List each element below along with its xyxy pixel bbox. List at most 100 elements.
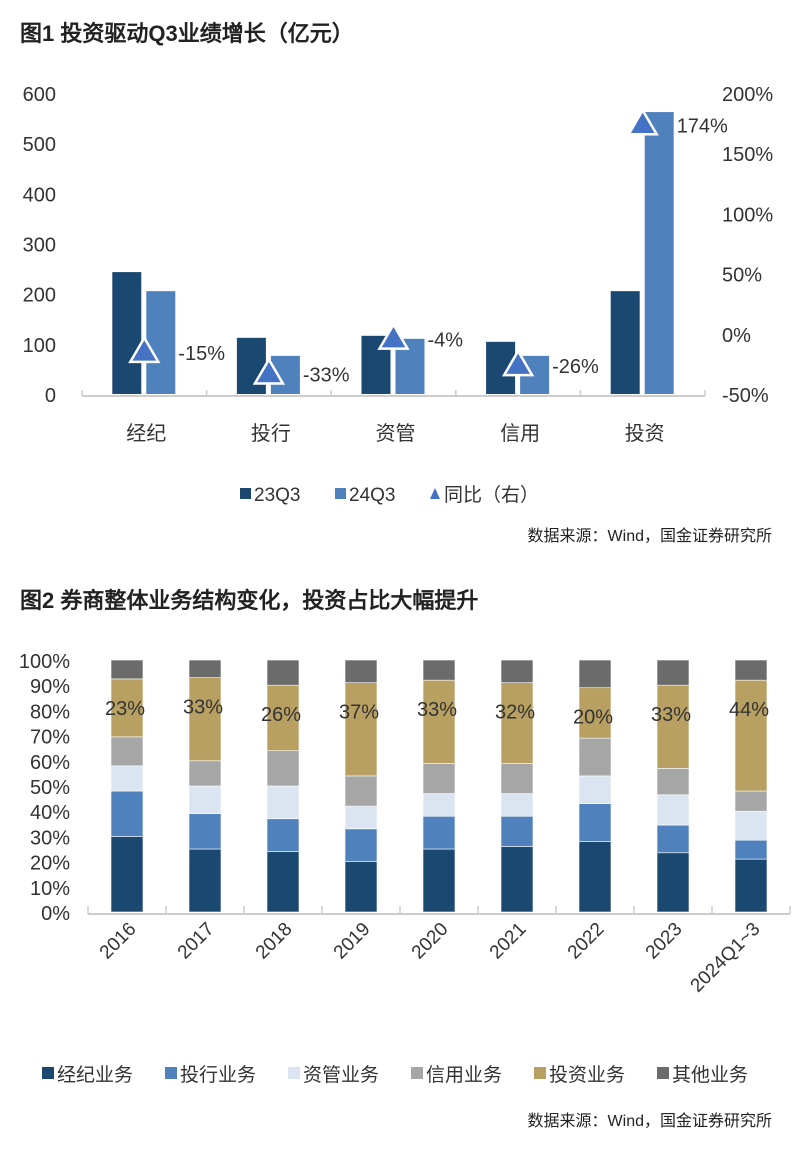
chart1-title: 图1 投资驱动Q3业绩增长（亿元）: [20, 21, 354, 46]
stacked-bar-资管业务: [578, 775, 612, 804]
legend-swatch: [411, 1067, 423, 1079]
chart2-title: 图2 券商整体业务结构变化，投资占比大幅提升: [20, 588, 479, 613]
stacked-bar-资管业务: [344, 805, 378, 830]
yoy-triangle-marker: [128, 335, 161, 364]
stacked-bar-经纪业务: [578, 841, 612, 913]
stacked-bar-投资业务: [578, 687, 612, 739]
stacked-bar-信用业务: [578, 737, 612, 777]
bar-24Q3: [146, 291, 176, 394]
stacked-bar-投行业务: [578, 803, 612, 842]
legend-label: 23Q3: [254, 485, 300, 506]
stacked-bar-投资业务: [500, 682, 534, 764]
legend-label: 同比（右）: [444, 484, 539, 506]
x-tick-label: 2016: [96, 919, 141, 964]
stacked-bar-资管业务: [422, 793, 456, 817]
y-tick-label: 50%: [30, 777, 70, 799]
y-tick-label: 300: [23, 235, 56, 257]
investment-share-label: 20%: [573, 707, 613, 729]
x-tick-label: 2020: [408, 919, 453, 964]
stacked-bar-投资业务: [422, 679, 456, 764]
stacked-bar-其他业务: [344, 659, 378, 683]
y-tick-label: 90%: [30, 676, 70, 698]
stacked-bar-资管业务: [734, 810, 768, 841]
stacked-bar-信用业务: [656, 768, 690, 796]
y-tick-label: 600: [23, 84, 56, 106]
y-tick-label: 0%: [41, 903, 70, 925]
yoy-data-label: -33%: [303, 365, 350, 387]
stacked-bar-资管业务: [500, 793, 534, 817]
stacked-bar-信用业务: [500, 763, 534, 794]
stacked-bar-其他业务: [734, 659, 768, 681]
stacked-bar-投行业务: [188, 813, 222, 850]
legend-swatch: [335, 488, 346, 499]
stacked-bar-投资业务: [344, 682, 378, 777]
yoy-triangle-marker: [252, 357, 286, 385]
y-tick-label: 200: [23, 285, 56, 307]
yoy-data-label: 174%: [677, 115, 728, 137]
chart2-source: 数据来源：Wind，国金证券研究所: [527, 1113, 772, 1130]
stacked-bar-信用业务: [188, 760, 222, 787]
y-tick-label: 30%: [30, 827, 70, 849]
investment-share-label: 33%: [417, 699, 457, 721]
stacked-bar-投资业务: [266, 684, 300, 752]
stacked-bar-其他业务: [422, 659, 456, 681]
legend-triangle-icon: [430, 488, 440, 499]
y-tick-label: 60%: [30, 752, 70, 774]
investment-share-label: 44%: [729, 699, 769, 721]
y-tick-label: 100: [23, 335, 56, 357]
y-tick-label: 10%: [30, 878, 70, 900]
stacked-bar-投行业务: [734, 839, 768, 860]
stacked-bar-信用业务: [422, 763, 456, 794]
legend-label: 24Q3: [349, 485, 395, 506]
chart1: 0 100 200 300 400 500 600 -50% 0% 50% 100% 150% 200%…: [23, 84, 774, 506]
stacked-bar-投行业务: [344, 828, 378, 862]
stacked-bar-其他业务: [500, 659, 534, 683]
stacked-bar-投行业务: [500, 815, 534, 847]
stacked-bar-资管业务: [656, 794, 690, 826]
x-tick-label: 经纪: [126, 422, 166, 445]
stacked-bar-投行业务: [110, 790, 144, 837]
investment-share-label: 33%: [651, 704, 691, 726]
stacked-bar-其他业务: [578, 659, 612, 689]
legend-label: 投资业务: [549, 1064, 625, 1086]
y-tick-label: 70%: [30, 727, 70, 749]
y2-tick-label: 200%: [722, 84, 773, 106]
legend-label: 其他业务: [672, 1064, 748, 1086]
yoy-triangle-marker: [377, 322, 410, 350]
x-tick-label: 2018: [252, 919, 297, 964]
bar-23Q3: [610, 291, 640, 394]
stacked-bar-其他业务: [266, 659, 300, 686]
bar-24Q3: [644, 112, 674, 395]
investment-share-label: 23%: [105, 698, 145, 720]
y2-tick-label: 150%: [722, 144, 773, 166]
legend-swatch: [288, 1067, 300, 1079]
yoy-triangle-marker: [626, 107, 659, 136]
investment-share-label: 37%: [339, 702, 379, 724]
y2-tick-label: 100%: [722, 204, 773, 226]
x-tick-label: 2024Q1~3: [687, 919, 765, 997]
stacked-bar-经纪业务: [110, 836, 144, 913]
stacked-bar-经纪业务: [500, 846, 534, 913]
bar-23Q3: [112, 272, 142, 394]
yoy-data-label: -4%: [428, 330, 464, 352]
y2-tick-label: 0%: [722, 325, 751, 347]
legend-swatch: [240, 488, 251, 499]
x-tick-label: 投行: [251, 422, 291, 445]
stacked-bar-其他业务: [188, 659, 222, 678]
stacked-bar-投行业务: [266, 818, 300, 852]
stacked-bar-资管业务: [110, 765, 144, 792]
y-tick-label: 40%: [30, 802, 70, 824]
legend-label: 资管业务: [303, 1064, 379, 1086]
x-tick-label: 资管: [376, 422, 416, 445]
x-tick-label: 信用: [500, 422, 540, 445]
yoy-triangle-marker: [501, 348, 535, 377]
stacked-bar-投资业务: [734, 679, 768, 792]
stacked-bar-资管业务: [188, 785, 222, 815]
stacked-bar-信用业务: [266, 750, 300, 787]
stacked-bar-资管业务: [266, 785, 300, 820]
x-tick-label: 2023: [642, 919, 687, 964]
x-tick-label: 2021: [486, 919, 531, 964]
stacked-bar-经纪业务: [266, 851, 300, 913]
y-tick-label: 400: [23, 184, 56, 206]
legend-swatch: [657, 1067, 669, 1079]
